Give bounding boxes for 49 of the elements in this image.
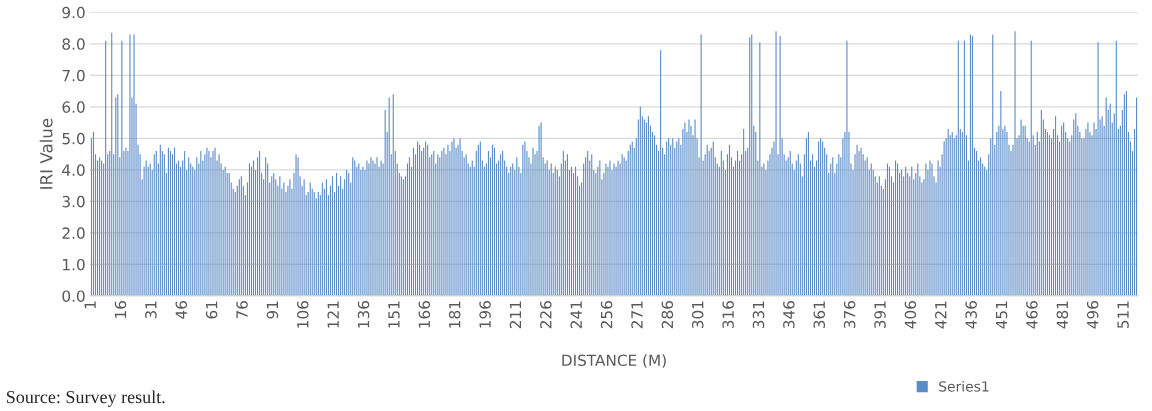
y-tick-label: 7.0 [62, 69, 85, 82]
x-tick-label: 466 [1026, 301, 1038, 329]
x-tick-label: 226 [540, 301, 552, 329]
y-tick-label: 8.0 [62, 38, 85, 50]
x-tick-label: 196 [479, 301, 491, 328]
y-tick-label: 3.0 [62, 195, 85, 208]
x-tick-label: 301 [691, 301, 704, 329]
y-tick-label: 6.0 [62, 101, 85, 113]
x-tick-label: 331 [752, 301, 765, 329]
y-tick-label: 2.0 [62, 227, 85, 239]
x-tick-label: 286 [661, 301, 674, 329]
x-tick-label: 211 [509, 301, 522, 329]
x-tick-label: 16 [114, 301, 127, 318]
x-tick-label: 91 [266, 301, 279, 319]
y-tick-label: 1.0 [63, 258, 85, 271]
x-tick-label: 46 [175, 301, 188, 319]
legend-label: Series1 [939, 380, 989, 392]
x-tick-label: 421 [935, 301, 947, 329]
y-axis-title: IRI Value [39, 118, 53, 189]
x-tick-label: 121 [327, 301, 339, 328]
x-tick-label: 76 [236, 301, 248, 319]
x-tick-label: 31 [145, 301, 157, 319]
y-tick-label: 4.0 [62, 164, 85, 176]
x-tick-label: 436 [965, 301, 977, 329]
x-tick-label: 406 [904, 301, 917, 329]
x-tick-label: 511 [1117, 301, 1129, 329]
x-tick-label: 106 [297, 301, 309, 328]
source-note: Source: Survey result. [6, 390, 165, 407]
x-tick-label: 166 [418, 301, 431, 328]
x-tick-label: 391 [874, 301, 886, 329]
x-tick-label: 1 [84, 301, 96, 309]
x-tick-label: 481 [1056, 301, 1069, 329]
y-tick-label: 0.0 [62, 290, 85, 302]
y-tick-label: 5.0 [62, 132, 85, 145]
x-axis-title: DISTANCE (M) [562, 354, 666, 368]
x-tick-label: 271 [631, 301, 643, 329]
x-tick-label: 361 [813, 301, 826, 329]
x-tick-label: 346 [783, 301, 795, 329]
x-tick-label: 151 [388, 301, 400, 328]
x-tick-label: 316 [722, 301, 734, 329]
x-tick-label: 256 [600, 301, 613, 329]
x-tick-label: 496 [1086, 301, 1099, 329]
y-tick-label: 9.0 [62, 6, 85, 19]
x-tick-label: 61 [205, 301, 218, 319]
x-tick-label: 181 [448, 301, 461, 328]
x-tick-label: 136 [357, 301, 370, 328]
x-tick-label: 451 [995, 301, 1008, 329]
x-tick-label: 241 [570, 301, 582, 329]
x-tick-label: 376 [843, 301, 856, 329]
